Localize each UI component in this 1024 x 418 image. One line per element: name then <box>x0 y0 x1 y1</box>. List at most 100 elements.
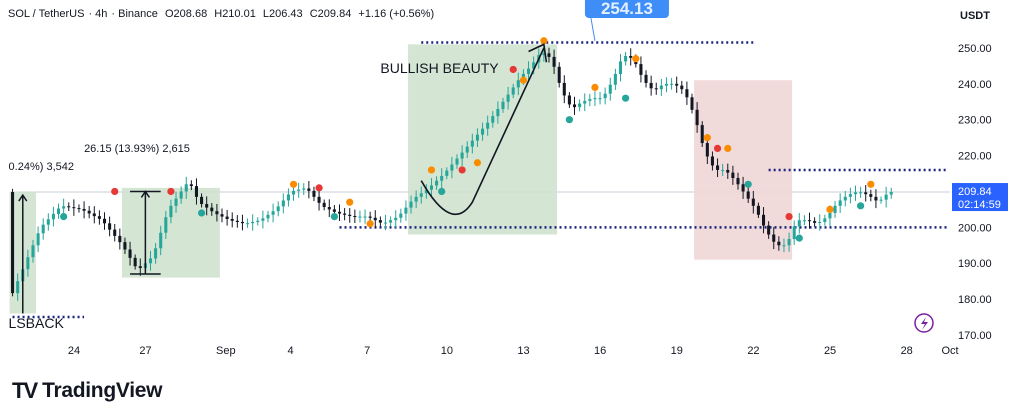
candle <box>215 203 219 222</box>
candle-body <box>41 224 45 234</box>
candle <box>603 87 607 105</box>
y-tick-label: 170.00 <box>958 330 992 342</box>
candle-body <box>215 211 219 215</box>
candle-body <box>716 165 720 170</box>
candle <box>756 202 760 219</box>
tradingview-logo[interactable]: TV TradingView <box>12 378 162 404</box>
candle <box>618 53 623 82</box>
candle-body <box>818 221 822 223</box>
candle-body <box>307 188 311 191</box>
candle-body <box>583 100 587 104</box>
candle <box>823 214 827 226</box>
candle <box>404 200 408 221</box>
candle <box>613 68 617 90</box>
candle <box>716 158 720 178</box>
candle <box>261 210 265 229</box>
signal-dot <box>438 187 446 196</box>
candle-body <box>169 205 173 218</box>
candle-body <box>154 248 158 259</box>
candle-body <box>72 207 76 209</box>
candle <box>777 236 781 251</box>
candle <box>629 48 633 66</box>
x-tick-label: 7 <box>364 345 370 357</box>
candle <box>797 213 801 234</box>
candle-body <box>578 103 582 108</box>
x-tick-label: 28 <box>901 345 913 357</box>
candle-body <box>828 213 832 219</box>
candle <box>455 154 459 169</box>
candle <box>864 185 868 202</box>
candle-body <box>787 239 791 246</box>
candle-body <box>823 218 827 222</box>
candle-body <box>736 178 740 185</box>
candle <box>118 228 122 250</box>
candle <box>782 238 786 253</box>
candle <box>598 91 602 105</box>
candle-body <box>62 206 66 209</box>
candle-body <box>532 62 536 69</box>
candle-body <box>475 134 479 141</box>
candle-body <box>123 242 127 250</box>
x-tick-label: 22 <box>747 345 759 357</box>
interval-label[interactable]: 4h <box>95 8 108 20</box>
candle-body <box>383 222 388 224</box>
candle <box>317 189 321 211</box>
peak-price-label: 254.13 <box>601 0 653 18</box>
candle <box>583 93 587 112</box>
candle <box>343 208 347 221</box>
candle-body <box>363 216 367 218</box>
bear-zone-box <box>694 80 793 260</box>
y-tick-label: 220.00 <box>958 151 992 163</box>
candle <box>751 190 755 214</box>
candle <box>102 212 107 230</box>
open-value: O208.68 <box>164 8 208 20</box>
candle-body <box>608 84 612 94</box>
signal-dot <box>795 234 803 242</box>
candle <box>67 202 71 212</box>
candle-body <box>797 220 801 227</box>
candle <box>11 188 15 297</box>
signal-dot <box>540 37 548 45</box>
candle-body <box>603 93 607 99</box>
x-tick-label: Oct <box>941 345 958 357</box>
candle-body <box>639 64 643 75</box>
candle-body <box>859 192 863 194</box>
candle <box>424 184 428 199</box>
candle <box>874 189 878 209</box>
candle <box>450 156 454 179</box>
candle-body <box>82 208 86 211</box>
lightning-icon-bolt <box>921 317 928 330</box>
candle <box>154 243 158 264</box>
currency-label[interactable]: USDT <box>960 10 990 22</box>
candle-body <box>700 125 704 144</box>
signal-dot <box>509 65 517 74</box>
symbol-label[interactable]: SOL / TetherUS <box>8 8 85 20</box>
candle-body <box>210 207 214 212</box>
candle-body <box>889 192 893 195</box>
candle <box>593 91 597 107</box>
candle-body <box>782 245 786 247</box>
candle <box>138 258 142 276</box>
candle <box>721 163 725 176</box>
candle <box>567 92 571 108</box>
candle <box>516 72 520 96</box>
candle-body <box>77 208 81 210</box>
candle-body <box>746 191 750 199</box>
candle-body <box>240 221 244 224</box>
signal-dot <box>724 144 732 153</box>
candle-body <box>629 56 633 58</box>
candle <box>853 185 858 201</box>
candle <box>792 220 796 245</box>
candle <box>77 204 81 213</box>
candle-body <box>659 85 663 90</box>
candle-body <box>113 229 117 236</box>
candle <box>225 209 229 226</box>
candle <box>562 75 566 104</box>
candle <box>276 201 280 217</box>
candle <box>818 214 822 231</box>
candle-body <box>133 257 137 267</box>
chart-header: SOL / TetherUS · 4h · Binance O208.68 H210… <box>8 8 435 20</box>
exchange-label: Binance <box>118 8 158 20</box>
candle-body <box>741 184 745 192</box>
